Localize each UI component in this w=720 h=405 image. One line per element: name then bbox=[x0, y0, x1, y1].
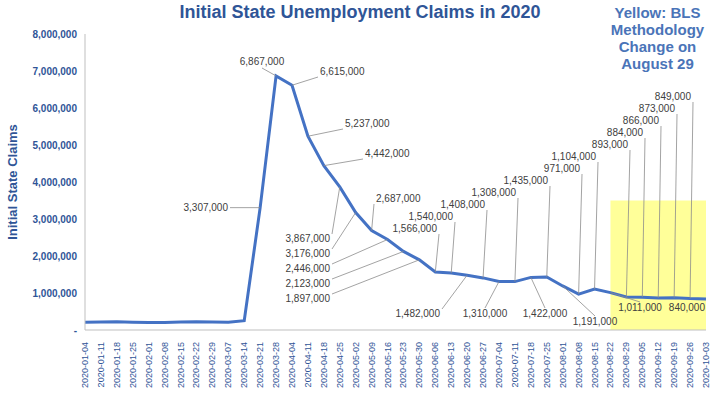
svg-text:2020-06-06: 2020-06-06 bbox=[430, 342, 440, 388]
svg-text:1,104,000: 1,104,000 bbox=[552, 151, 597, 162]
svg-text:3,867,000: 3,867,000 bbox=[286, 233, 331, 244]
svg-text:2020-05-02: 2020-05-02 bbox=[351, 342, 361, 388]
svg-text:2020-01-11: 2020-01-11 bbox=[96, 342, 106, 387]
svg-text:2020-09-19: 2020-09-19 bbox=[669, 342, 679, 388]
svg-text:2020-01-18: 2020-01-18 bbox=[112, 342, 122, 388]
svg-text:2020-01-04: 2020-01-04 bbox=[80, 342, 90, 388]
html-text:Methodology: Methodology bbox=[610, 21, 705, 38]
svg-text:1,566,000: 1,566,000 bbox=[393, 223, 438, 234]
svg-text:6,867,000: 6,867,000 bbox=[240, 56, 285, 67]
svg-text:2020-10-03: 2020-10-03 bbox=[701, 342, 711, 388]
svg-text:840,000: 840,000 bbox=[669, 302, 706, 313]
svg-text:2020-04-11: 2020-04-11 bbox=[303, 342, 313, 387]
svg-text:2020-02-22: 2020-02-22 bbox=[191, 342, 201, 388]
html-text:August 29: August 29 bbox=[621, 55, 694, 72]
svg-text:2020-01-25: 2020-01-25 bbox=[128, 342, 138, 388]
svg-text:4,000,000: 4,000,000 bbox=[33, 177, 78, 188]
svg-text:1,011,000: 1,011,000 bbox=[618, 302, 662, 313]
svg-text:2020-08-22: 2020-08-22 bbox=[605, 342, 615, 388]
svg-text:3,000,000: 3,000,000 bbox=[33, 214, 78, 225]
html-text:Change on: Change on bbox=[618, 38, 697, 55]
svg-text:2,446,000: 2,446,000 bbox=[286, 263, 331, 274]
svg-text:3,176,000: 3,176,000 bbox=[286, 248, 331, 259]
svg-text:-: - bbox=[74, 325, 77, 336]
svg-text:2020-08-15: 2020-08-15 bbox=[590, 342, 600, 388]
svg-text:4,442,000: 4,442,000 bbox=[365, 148, 410, 159]
svg-text:2020-04-25: 2020-04-25 bbox=[335, 342, 345, 388]
svg-text:7,000,000: 7,000,000 bbox=[33, 66, 78, 77]
svg-text:2020-02-08: 2020-02-08 bbox=[160, 342, 170, 388]
svg-text:873,000: 873,000 bbox=[639, 103, 676, 114]
svg-text:2020-04-04: 2020-04-04 bbox=[287, 342, 297, 388]
svg-text:1,408,000: 1,408,000 bbox=[441, 199, 486, 210]
svg-text:2020-06-13: 2020-06-13 bbox=[446, 342, 456, 388]
svg-text:2,000,000: 2,000,000 bbox=[33, 251, 78, 262]
svg-text:1,191,000: 1,191,000 bbox=[573, 316, 618, 327]
svg-text:2020-08-08: 2020-08-08 bbox=[574, 342, 584, 388]
svg-text:2020-02-01: 2020-02-01 bbox=[144, 342, 154, 388]
svg-text:2020-04-18: 2020-04-18 bbox=[319, 342, 329, 388]
svg-text:2,123,000: 2,123,000 bbox=[286, 278, 331, 289]
svg-text:2020-02-15: 2020-02-15 bbox=[176, 342, 186, 388]
svg-text:6,615,000: 6,615,000 bbox=[320, 66, 365, 77]
svg-text:Initial State Claims: Initial State Claims bbox=[8, 124, 20, 240]
svg-text:2020-08-29: 2020-08-29 bbox=[621, 342, 631, 388]
svg-text:1,540,000: 1,540,000 bbox=[409, 211, 454, 222]
svg-text:1,435,000: 1,435,000 bbox=[504, 175, 549, 186]
svg-text:2020-07-25: 2020-07-25 bbox=[542, 342, 552, 388]
svg-text:1,000,000: 1,000,000 bbox=[33, 288, 78, 299]
svg-text:2020-08-01: 2020-08-01 bbox=[558, 342, 568, 388]
svg-text:5,000,000: 5,000,000 bbox=[33, 140, 78, 151]
svg-text:2020-09-12: 2020-09-12 bbox=[653, 342, 663, 388]
svg-text:2020-05-16: 2020-05-16 bbox=[383, 342, 393, 388]
svg-text:5,237,000: 5,237,000 bbox=[345, 118, 390, 129]
svg-text:2020-03-07: 2020-03-07 bbox=[223, 342, 233, 388]
svg-text:2020-05-30: 2020-05-30 bbox=[414, 342, 424, 388]
svg-text:2020-07-18: 2020-07-18 bbox=[526, 342, 536, 388]
svg-text:6,000,000: 6,000,000 bbox=[33, 103, 78, 114]
svg-text:2,687,000: 2,687,000 bbox=[376, 193, 421, 204]
svg-text:1,308,000: 1,308,000 bbox=[472, 187, 517, 198]
svg-text:2020-07-11: 2020-07-11 bbox=[510, 342, 520, 387]
svg-text:2020-03-14: 2020-03-14 bbox=[239, 342, 249, 388]
svg-text:893,000: 893,000 bbox=[592, 139, 629, 150]
svg-text:1,897,000: 1,897,000 bbox=[286, 293, 331, 304]
svg-text:2020-09-26: 2020-09-26 bbox=[685, 342, 695, 388]
svg-text:2020-05-23: 2020-05-23 bbox=[398, 342, 408, 388]
html-text:Yellow: BLS: Yellow: BLS bbox=[614, 4, 701, 21]
svg-text:2020-02-29: 2020-02-29 bbox=[207, 342, 217, 388]
svg-text:866,000: 866,000 bbox=[623, 115, 660, 126]
svg-text:2020-06-27: 2020-06-27 bbox=[478, 342, 488, 388]
svg-text:971,000: 971,000 bbox=[544, 163, 581, 174]
svg-text:2020-03-21: 2020-03-21 bbox=[255, 342, 265, 388]
svg-text:8,000,000: 8,000,000 bbox=[33, 29, 78, 40]
html-text:Initial State Unemployment Cla: Initial State Unemployment Claims in 202… bbox=[179, 2, 541, 22]
svg-text:2020-06-20: 2020-06-20 bbox=[462, 342, 472, 388]
svg-text:1,310,000: 1,310,000 bbox=[463, 308, 508, 319]
svg-text:2020-07-04: 2020-07-04 bbox=[494, 342, 504, 388]
svg-text:2020-09-05: 2020-09-05 bbox=[637, 342, 647, 388]
svg-text:2020-05-09: 2020-05-09 bbox=[367, 342, 377, 388]
svg-text:884,000: 884,000 bbox=[607, 127, 644, 138]
svg-text:1,482,000: 1,482,000 bbox=[396, 308, 441, 319]
svg-text:1,422,000: 1,422,000 bbox=[523, 308, 568, 319]
svg-text:849,000: 849,000 bbox=[655, 91, 692, 102]
svg-text:2020-03-28: 2020-03-28 bbox=[271, 342, 281, 388]
svg-text:3,307,000: 3,307,000 bbox=[184, 202, 229, 213]
